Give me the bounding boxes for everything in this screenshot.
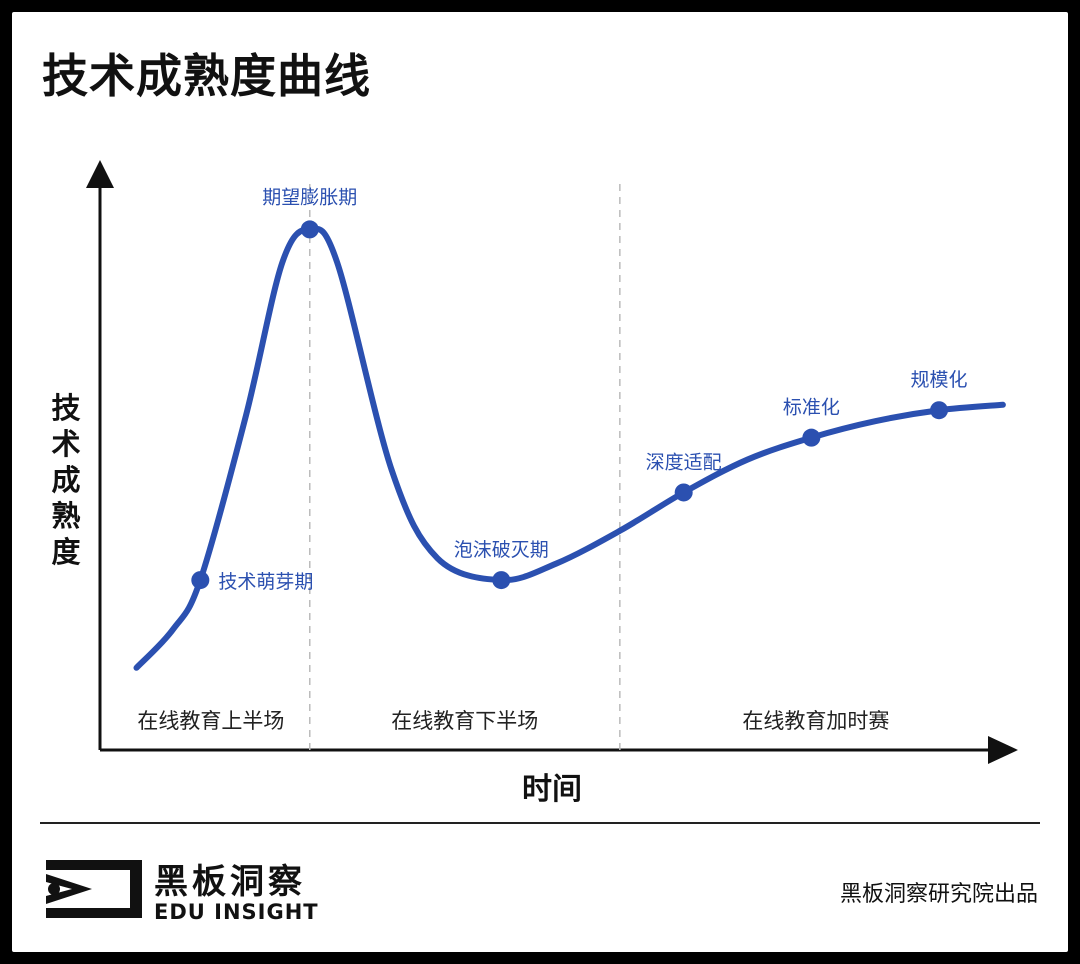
- credit-text: 黑板洞察研究院出品: [839, 882, 1038, 907]
- phase-label: 在线教育上半场: [137, 709, 284, 733]
- y-axis-label-char: 成: [51, 463, 81, 497]
- stage-point: [930, 401, 949, 420]
- phase-label: 在线教育下半场: [391, 709, 538, 733]
- y-axis-label-char: 熟: [51, 499, 81, 533]
- stage-point: [492, 571, 511, 590]
- y-axis-label-char: 度: [51, 535, 81, 569]
- y-axis-label: 技术成熟度: [46, 390, 86, 570]
- stage-point: [674, 483, 693, 502]
- stage-point: [191, 571, 210, 590]
- stage-label: 规模化: [911, 369, 968, 391]
- footer-divider: [40, 822, 1040, 824]
- x-axis-arrow-icon: [988, 736, 1018, 764]
- chart-card: 技术成熟度曲线 在线教育上半场 在线教育下半场 在线教育加时赛 技术萌芽期 期望膨胀期泡…: [12, 12, 1068, 952]
- eye-play-logo-icon: [46, 860, 142, 918]
- stage-label: 标准化: [783, 397, 840, 419]
- stage-label: 技术萌芽期: [218, 571, 313, 593]
- stage-label: 深度适配: [646, 451, 722, 473]
- x-axis-label: 时间: [522, 772, 582, 807]
- stage-point: [802, 428, 821, 447]
- y-axis-arrow-icon: [86, 160, 114, 188]
- y-axis-label-char: 技: [51, 391, 81, 425]
- brand-name-en: EDU INSIGHT: [154, 900, 319, 924]
- stage-label: 期望膨胀期: [262, 186, 357, 208]
- phase-label: 在线教育加时赛: [742, 709, 889, 733]
- stage-point: [300, 220, 319, 239]
- brand-name-cn: 黑板洞察: [154, 862, 306, 902]
- maturity-curve-line: [133, 225, 1006, 671]
- y-axis-label-char: 术: [51, 427, 81, 461]
- stage-label: 泡沫破灭期: [454, 539, 549, 561]
- chart-title: 技术成熟度曲线: [42, 49, 371, 103]
